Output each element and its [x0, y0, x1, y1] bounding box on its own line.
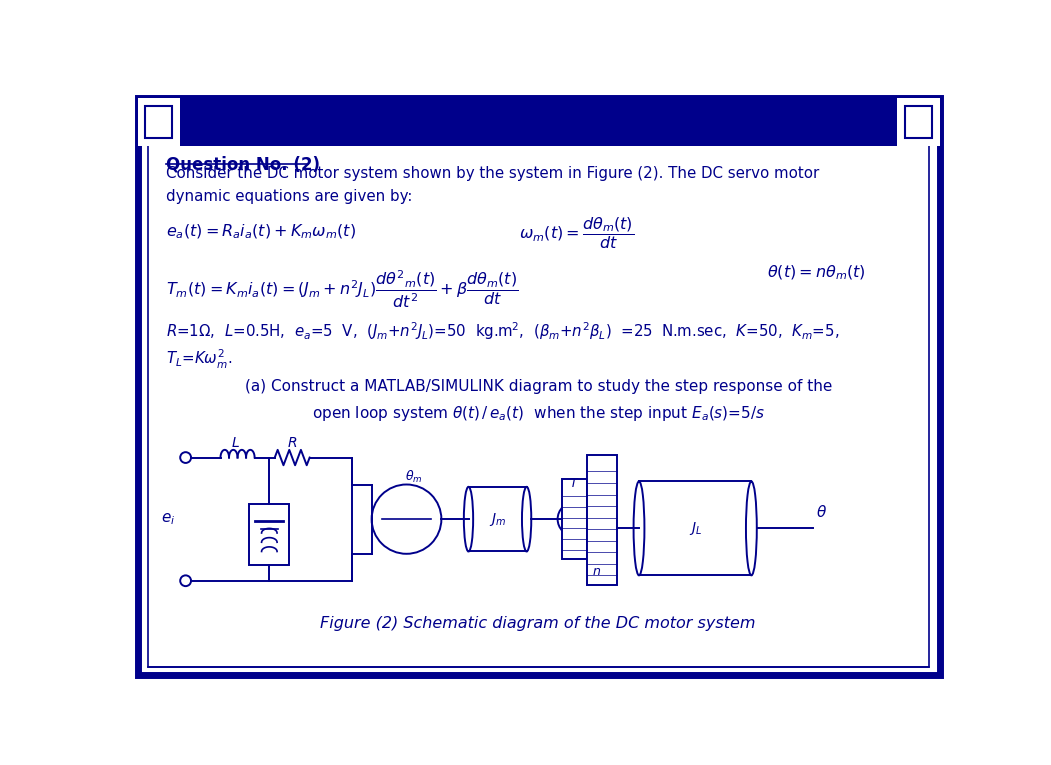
- Text: $e_a(t) = R_a i_a(t) + K_m\omega_m(t)$: $e_a(t) = R_a i_a(t) + K_m\omega_m(t)$: [166, 223, 356, 241]
- Bar: [905, 106, 932, 138]
- Text: $J_L$: $J_L$: [688, 520, 702, 537]
- Text: $\omega_m(t) = \dfrac{d\theta_m(t)}{dt}$: $\omega_m(t) = \dfrac{d\theta_m(t)}{dt}$: [519, 215, 634, 251]
- Bar: [562, 479, 588, 559]
- Text: L: L: [232, 436, 240, 450]
- Text: $\theta$: $\theta$: [816, 504, 827, 520]
- Text: $T_m(t) = K_{m}i_a(t) = (J_m + n^2 J_L)\dfrac{d\theta^2{}_m(t)}{dt^2} + \beta\df: $T_m(t) = K_{m}i_a(t) = (J_m + n^2 J_L)\…: [166, 269, 519, 311]
- Text: $R$=1$\Omega$,  $L$=0.5H,  $e_a$=5  V,  $(J_m$+$n^2J_L)$=50  kg.m$^2$,  $(\beta_: $R$=1$\Omega$, $L$=0.5H, $e_a$=5 V, $(J_…: [166, 321, 840, 342]
- Bar: [145, 106, 172, 138]
- Text: R: R: [288, 436, 297, 450]
- Ellipse shape: [746, 481, 757, 575]
- Text: $n$: $n$: [592, 565, 601, 578]
- Text: $T_L$=$K\omega_m^2$.: $T_L$=$K\omega_m^2$.: [166, 348, 232, 372]
- Ellipse shape: [634, 481, 644, 575]
- Text: $e_i$: $e_i$: [161, 511, 176, 527]
- Text: $\theta_m$: $\theta_m$: [406, 469, 424, 485]
- Text: $J_m$: $J_m$: [489, 511, 507, 528]
- Text: (a) Construct a MATLAB/SIMULINK diagram to study the step response of the: (a) Construct a MATLAB/SIMULINK diagram …: [245, 379, 832, 394]
- Text: $T$: $T$: [570, 477, 580, 490]
- Ellipse shape: [522, 487, 531, 552]
- Bar: [138, 98, 180, 145]
- Bar: [249, 503, 289, 565]
- Bar: [639, 480, 751, 575]
- Bar: [898, 98, 940, 145]
- Text: Consider the DC motor system shown by the system in Figure (2). The DC servo mot: Consider the DC motor system shown by th…: [166, 167, 820, 204]
- Bar: [588, 455, 617, 584]
- Text: open loop system $\theta(t)\,/\,e_a(t)$  when the step input $E_a(s)$=5/$s$: open loop system $\theta(t)\,/\,e_a(t)$ …: [312, 404, 765, 422]
- Bar: [138, 98, 940, 145]
- Text: Figure (2) Schematic diagram of the DC motor system: Figure (2) Schematic diagram of the DC m…: [321, 616, 756, 631]
- Bar: [469, 487, 527, 552]
- Text: Question No. (2): Question No. (2): [166, 156, 321, 174]
- Text: $\theta(t) = n\theta_m(t)$: $\theta(t) = n\theta_m(t)$: [767, 263, 866, 282]
- Ellipse shape: [463, 487, 473, 552]
